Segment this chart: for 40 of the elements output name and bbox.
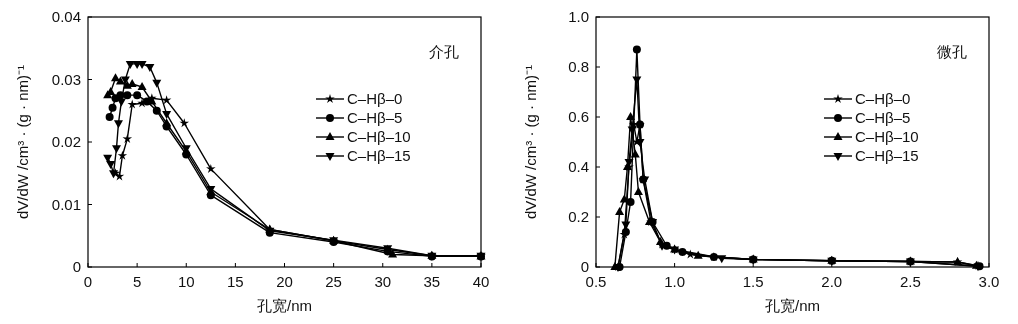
- x-tick-label: 1.5: [742, 273, 764, 290]
- legend-label: C–Hβ–15: [855, 147, 919, 164]
- x-axis-title: 孔宽/nm: [256, 297, 313, 314]
- x-tick-label: 3.0: [978, 273, 1000, 290]
- x-tick-label: 5: [132, 273, 142, 290]
- y-tick-label: 1.0: [568, 8, 589, 25]
- x-tick-label: 35: [423, 273, 441, 290]
- x-axis-title: 孔宽/nm: [764, 297, 821, 314]
- x-tick-label: 1.0: [664, 273, 686, 290]
- y-tick-label: 0.6: [568, 108, 589, 125]
- x-tick-label: 25: [325, 273, 342, 290]
- x-tick-label: 15: [227, 273, 244, 290]
- legend-label: C–Hβ–5: [855, 109, 911, 126]
- x-tick-label: 0.5: [585, 273, 607, 290]
- x-tick-label: 2.0: [821, 273, 843, 290]
- legend-label: C–Hβ–10: [855, 128, 919, 145]
- y-axis-title: dV/dW /cm³ · (g · nm)⁻¹: [14, 64, 31, 220]
- x-tick-label: 0: [83, 273, 93, 290]
- y-tick-label: 0.4: [568, 158, 589, 175]
- x-tick-label: 20: [276, 273, 293, 290]
- y-tick-label: 0.04: [51, 8, 81, 25]
- y-tick-label: 0.2: [568, 208, 589, 225]
- legend-label: C–Hβ–0: [347, 90, 403, 107]
- y-tick-label: 0.02: [51, 133, 81, 150]
- legend-label: C–Hβ–15: [347, 147, 411, 164]
- legend-label: C–Hβ–5: [347, 109, 403, 126]
- y-tick-label: 0: [580, 258, 589, 275]
- y-tick-label: 0.01: [51, 195, 81, 213]
- y-tick-label: 0.8: [568, 58, 589, 75]
- legend-label: C–Hβ–10: [347, 128, 411, 145]
- x-tick-label: 30: [374, 273, 392, 290]
- text: 微孔: [937, 43, 967, 60]
- y-axis-title: dV/dW /cm³ · (g · nm)⁻¹: [522, 64, 539, 220]
- legend-label: C–Hβ–0: [855, 90, 911, 107]
- x-tick-label: 10: [177, 273, 195, 290]
- text: 介孔: [429, 43, 459, 60]
- y-tick-label: 0.03: [51, 70, 81, 88]
- y-tick-label: 0: [72, 258, 81, 275]
- x-tick-label: 40: [472, 273, 490, 290]
- x-tick-label: 2.5: [899, 273, 921, 290]
